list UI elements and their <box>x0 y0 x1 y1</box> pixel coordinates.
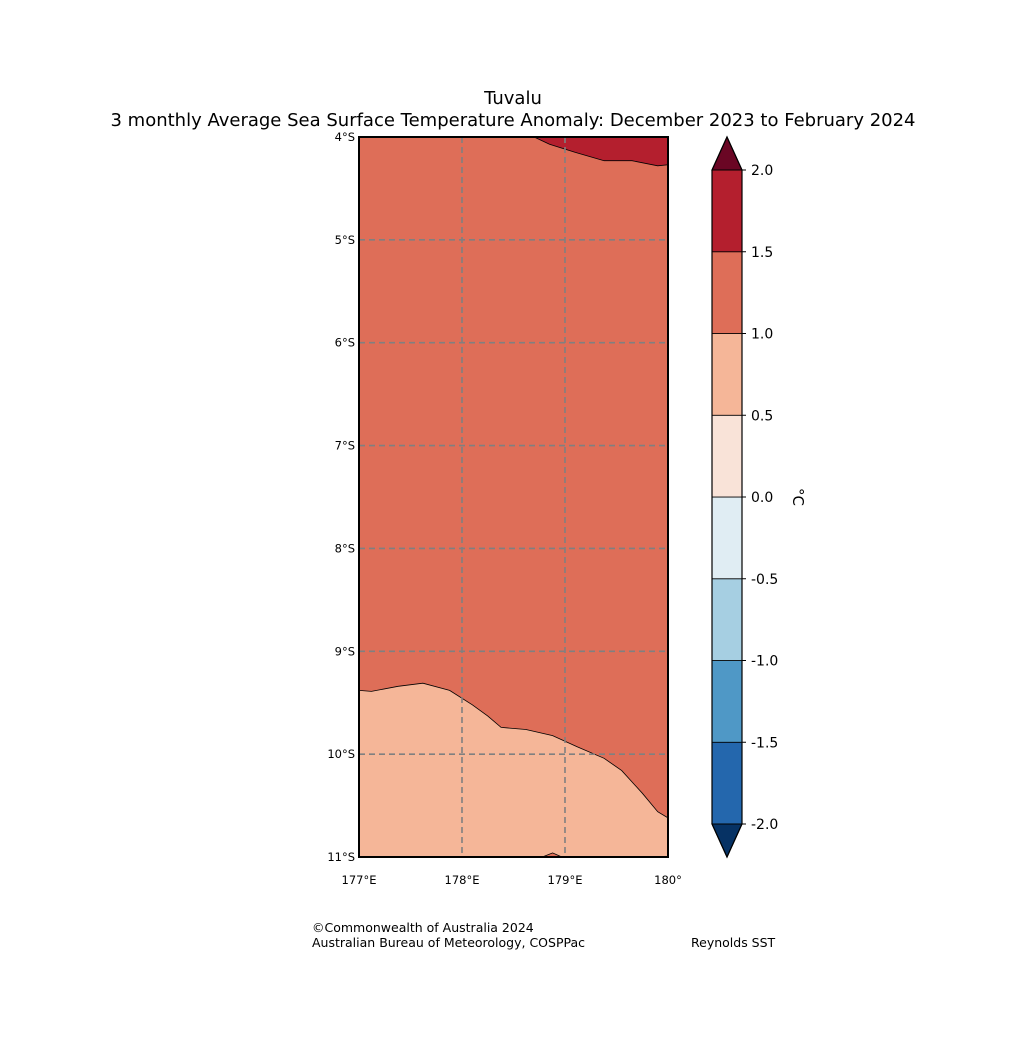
dataset-credit: Reynolds SST <box>691 935 776 950</box>
colorbar-segment <box>711 660 743 743</box>
latitude-tick-label: 7°S <box>335 439 355 453</box>
latitude-tick-label: 9°S <box>335 644 355 658</box>
colorbar-tick-label: -1.0 <box>751 654 778 670</box>
longitude-tick-label: 179°E <box>548 873 583 887</box>
agency-credit: Australian Bureau of Meteorology, COSPPa… <box>312 935 585 950</box>
latitude-tick-label: 10°S <box>327 747 355 761</box>
latitude-tick-label: 11°S <box>327 850 355 864</box>
colorbar-segment <box>711 414 743 498</box>
latitude-tick-label: 6°S <box>335 336 355 350</box>
colorbar-under-triangle <box>711 823 743 859</box>
longitude-tick-label: 180° <box>654 873 682 887</box>
latitude-tick-label: 5°S <box>335 233 355 247</box>
longitude-tick-label: 178°E <box>445 873 480 887</box>
colorbar-tick-label: -0.5 <box>751 572 778 588</box>
colorbar-tick-label: 1.5 <box>751 245 773 261</box>
colorbar: -2.0 -1.5 -1.0 -0.5 0.0 0.5 1.0 1.5 2.0 °C <box>711 135 807 859</box>
copyright-text: ©Commonwealth of Australia 2024 <box>312 920 534 935</box>
map-subtitle: 3 monthly Average Sea Surface Temperatur… <box>110 110 916 131</box>
colorbar-tick-label: 1.0 <box>751 327 773 343</box>
colorbar-tick-label: -2.0 <box>751 817 778 833</box>
map-region-layer <box>358 136 669 858</box>
colorbar-segment <box>711 496 743 580</box>
colorbar-tick-label: 0.0 <box>751 490 773 506</box>
map-frame <box>358 136 669 858</box>
colorbar-unit-label: °C <box>789 488 807 506</box>
latitude-tick-label: 8°S <box>335 541 355 555</box>
colorbar-tick-label: -1.5 <box>751 735 778 751</box>
colorbar-segment <box>711 578 743 661</box>
colorbar-segment <box>711 333 743 416</box>
colorbar-over-triangle <box>711 135 743 171</box>
colorbar-segment <box>711 169 743 253</box>
map-gridlines <box>359 137 668 857</box>
colorbar-segment <box>711 251 743 334</box>
colorbar-segment <box>711 741 743 825</box>
colorbar-tick-label: 0.5 <box>751 408 773 424</box>
map-tick-labels: 177°E 178°E 179°E 180° 4°S 5°S 6°S 7°S 8°S 9°S 10°… <box>327 130 682 887</box>
colorbar-tick-label: 2.0 <box>751 163 773 179</box>
longitude-tick-label: 177°E <box>342 873 377 887</box>
latitude-tick-label: 4°S <box>335 130 355 144</box>
map-title: Tuvalu <box>484 88 542 109</box>
